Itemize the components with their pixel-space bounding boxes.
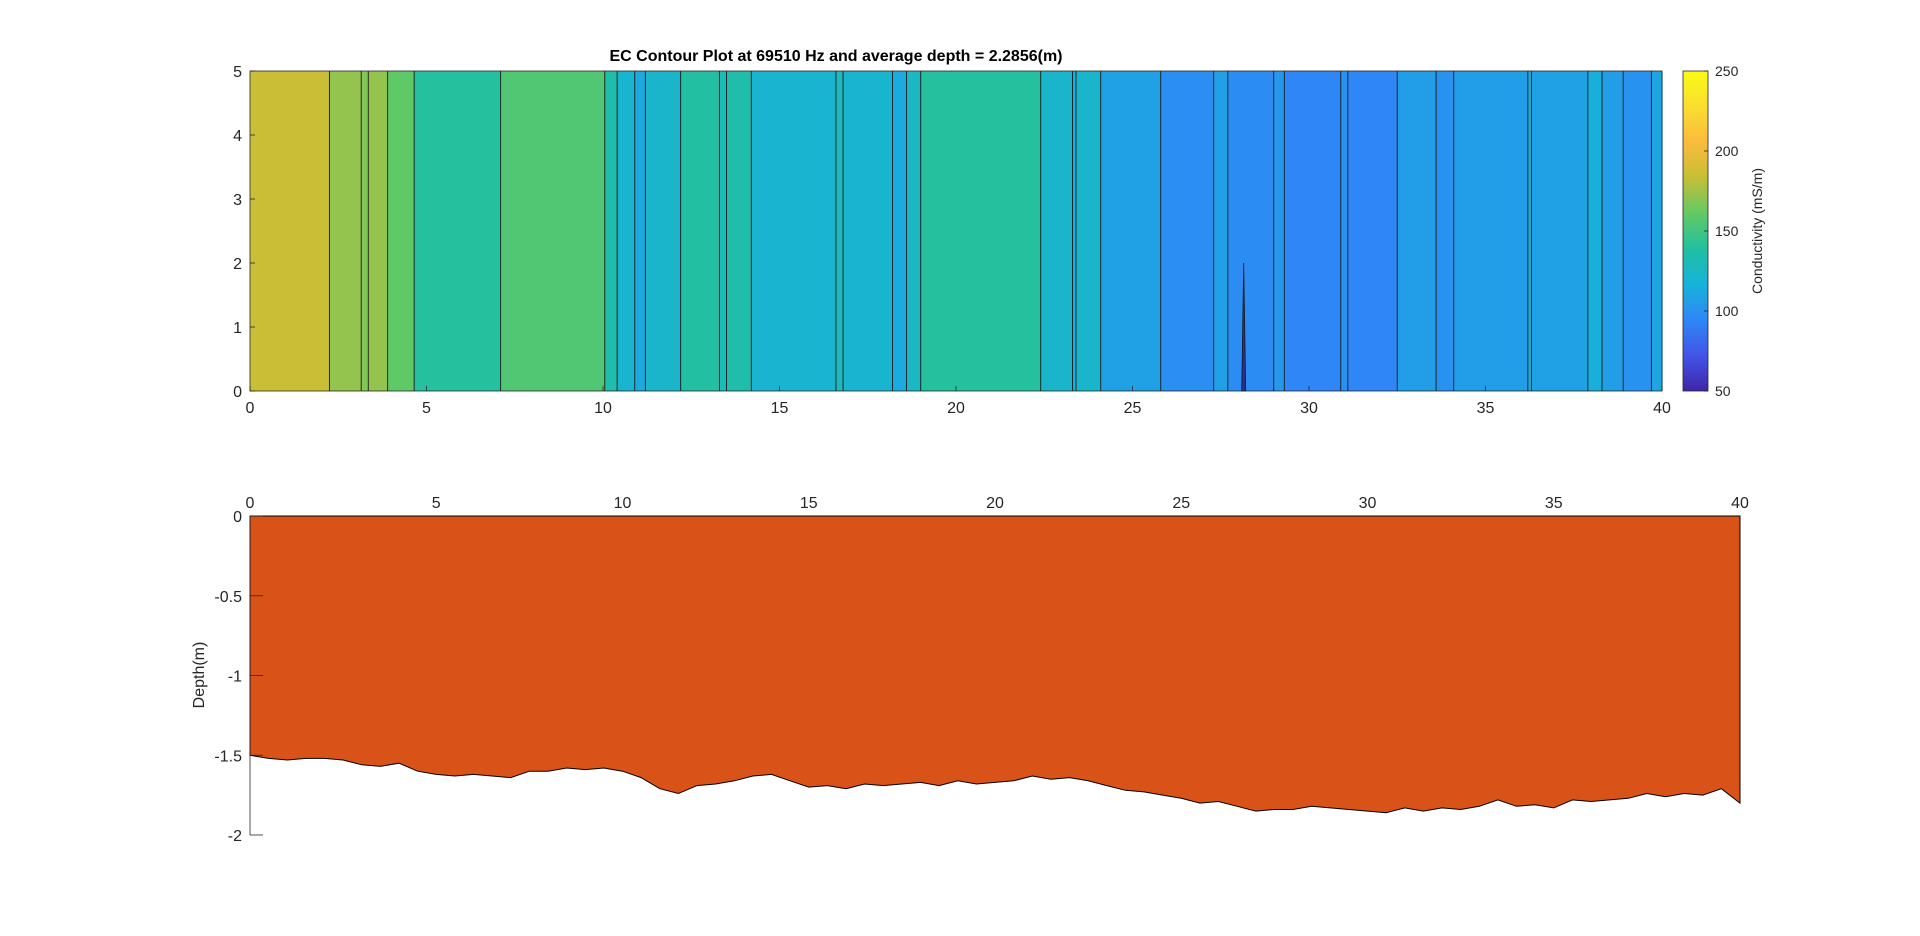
depth-area	[249, 515, 1741, 814]
contour-band	[1453, 71, 1529, 391]
contour-band	[680, 71, 721, 391]
bottom-x-ticks: 0 5 10 15 20 25 30 35 40	[246, 495, 1749, 512]
colorbar-tick-label: 150	[1715, 223, 1739, 239]
y-tick-label: 4	[233, 128, 242, 145]
x-tick-label: 30	[1359, 495, 1377, 512]
colorbar-tick-label: 50	[1715, 383, 1731, 399]
x-tick-label: 5	[432, 495, 441, 512]
x-tick-label: 25	[1172, 495, 1190, 512]
x-tick-label: 0	[246, 495, 255, 512]
top-contour-axes: EC Contour Plot at 69510 Hz and average …	[233, 48, 1671, 417]
contour-band	[617, 71, 636, 391]
colorbar-gradient	[1682, 70, 1709, 392]
contour-band	[1347, 71, 1398, 391]
y-tick-label: 2	[233, 256, 242, 273]
contour-band	[1651, 71, 1663, 391]
colorbar-label: Conductivity (mS/m)	[1749, 168, 1765, 294]
x-tick-label: 0	[246, 400, 255, 417]
contour-band	[645, 71, 682, 391]
contour-band	[634, 71, 646, 391]
contour-band	[250, 71, 331, 391]
y-tick-label: 5	[233, 64, 242, 81]
contour-band	[387, 71, 415, 391]
y-tick-label: -1.5	[214, 748, 242, 765]
colorbar: 50 100 150 200 250 Conductivity (mS/m)	[1682, 63, 1765, 399]
contour-band	[1601, 71, 1624, 391]
x-tick-label: 5	[422, 400, 431, 417]
contour-band	[843, 71, 894, 391]
y-tick-label: -1	[228, 669, 242, 686]
colorbar-tick-label: 100	[1715, 303, 1739, 319]
y-tick-label: 1	[233, 320, 242, 337]
contour-band	[906, 71, 922, 391]
x-tick-label: 15	[771, 400, 789, 417]
x-tick-label: 30	[1300, 400, 1318, 417]
x-tick-label: 15	[800, 495, 818, 512]
contour-band	[1623, 71, 1653, 391]
contour-band	[726, 71, 752, 391]
colorbar-ticks: 50 100 150 200 250	[1704, 63, 1739, 399]
colorbar-tick-label: 200	[1715, 143, 1739, 159]
colorbar-tick-label: 250	[1715, 63, 1739, 79]
x-tick-label: 40	[1653, 400, 1671, 417]
x-tick-label: 35	[1545, 495, 1563, 512]
contour-band	[1072, 71, 1077, 391]
contour-bands	[250, 71, 1663, 391]
contour-band	[1076, 71, 1102, 391]
y-tick-label: -2	[228, 828, 242, 845]
x-tick-label: 10	[594, 400, 612, 417]
top-x-ticks: 0 5 10 15 20 25 30 35 40	[246, 386, 1671, 417]
contour-band	[329, 71, 362, 391]
top-y-ticks: 0 1 2 3 4 5	[233, 64, 255, 401]
chart-title: EC Contour Plot at 69510 Hz and average …	[609, 48, 1062, 65]
contour-band	[1100, 71, 1162, 391]
bottom-depth-axes: 0 5 10 15 20 25 30 35 40 0 -0.5 -1 -1.5 -2 Depth(m)	[191, 495, 1749, 845]
bottom-y-ticks: 0 -0.5 -1 -1.5 -2	[214, 509, 263, 845]
x-tick-label: 35	[1477, 400, 1495, 417]
contour-band	[719, 71, 728, 391]
contour-band	[835, 71, 844, 391]
x-tick-label: 20	[986, 495, 1004, 512]
contour-band	[892, 71, 908, 391]
contour-band	[500, 71, 606, 391]
y-tick-label: 0	[233, 509, 242, 526]
contour-band	[414, 71, 502, 391]
y-tick-label: -0.5	[214, 589, 242, 606]
x-tick-label: 40	[1731, 495, 1749, 512]
contour-band	[1527, 71, 1532, 391]
contour-band	[604, 71, 618, 391]
contour-band	[1397, 71, 1437, 391]
contour-band	[1227, 71, 1275, 391]
contour-band	[361, 71, 369, 391]
contour-band	[1587, 71, 1603, 391]
contour-band	[920, 71, 1042, 391]
contour-band	[368, 71, 389, 391]
x-tick-label: 20	[947, 400, 965, 417]
contour-band	[1340, 71, 1349, 391]
contour-band	[751, 71, 837, 391]
contour-band	[1213, 71, 1229, 391]
y-axis-label: Depth(m)	[191, 642, 208, 709]
y-tick-label: 3	[233, 192, 242, 209]
contour-band	[1273, 71, 1285, 391]
x-tick-label: 10	[614, 495, 632, 512]
contour-band	[1284, 71, 1342, 391]
x-tick-label: 25	[1124, 400, 1142, 417]
y-tick-label: 0	[233, 384, 242, 401]
contour-band	[1531, 71, 1589, 391]
contour-band	[1160, 71, 1215, 391]
contour-lines	[328, 71, 1652, 392]
contour-band	[1040, 71, 1074, 391]
contour-band	[1436, 71, 1455, 391]
